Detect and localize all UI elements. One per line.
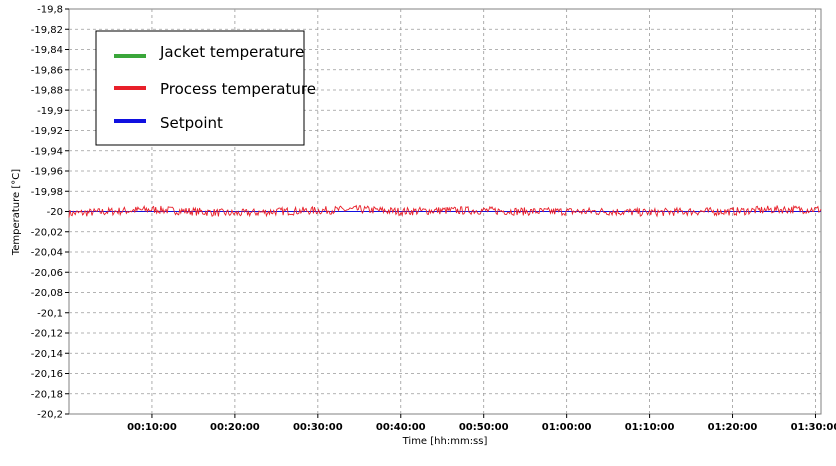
- legend-swatch-jacket: [114, 54, 146, 58]
- y-tick-label: -20,06: [31, 268, 63, 279]
- series-layer: [68, 204, 822, 218]
- y-tick-label: -19,9: [37, 106, 63, 117]
- legend-swatch-setpoint: [114, 119, 146, 123]
- grid-lines: [69, 9, 821, 414]
- legend-label-jacket: Jacket temperature: [159, 43, 304, 61]
- y-tick-label: -19,96: [31, 167, 63, 178]
- y-tick-label: -19,92: [31, 126, 63, 137]
- y-tick-label: -20,14: [31, 349, 63, 360]
- x-tick-label: 00:50:00: [459, 422, 509, 433]
- legend: Jacket temperature Process temperature S…: [95, 30, 316, 146]
- y-tick-label: -20: [47, 207, 63, 218]
- series-line-process-temperature: [68, 204, 822, 218]
- y-tick-label: -20,1: [37, 308, 63, 319]
- x-tick-label: 01:00:00: [542, 422, 592, 433]
- x-tick-label: 00:10:00: [127, 422, 177, 433]
- y-tick-label: -19,94: [31, 146, 63, 157]
- y-tick-label: -19,88: [31, 86, 63, 97]
- y-tick-label: -19,86: [31, 65, 63, 76]
- y-tick-label: -20,02: [31, 227, 63, 238]
- x-tick-label: 01:30:00: [791, 422, 836, 433]
- x-tick-label: 00:30:00: [293, 422, 343, 433]
- y-tick-label: -19,82: [31, 25, 63, 36]
- x-tick-label: 00:20:00: [210, 422, 260, 433]
- y-tick-label: -19,84: [31, 45, 63, 56]
- x-tick-label: 01:10:00: [625, 422, 675, 433]
- y-axis-ticks: -19,8 -19,82 -19,84 -19,86 -19,88 -19,9 -19,92…: [31, 5, 69, 421]
- y-tick-label: -19,98: [31, 187, 63, 198]
- y-tick-label: -19,8: [37, 5, 63, 16]
- legend-label-process: Process temperature: [160, 80, 316, 98]
- y-tick-label: -20,18: [31, 389, 63, 400]
- legend-swatch-process: [114, 86, 146, 90]
- y-tick-label: -20,08: [31, 288, 63, 299]
- x-axis-ticks: 00:10:00 00:20:00 00:30:00 00:40:00 00:50:00…: [127, 414, 836, 433]
- x-tick-label: 01:20:00: [708, 422, 758, 433]
- y-axis-title: Temperature [°C]: [11, 169, 22, 256]
- y-tick-label: -20,12: [31, 329, 63, 340]
- y-tick-label: -20,2: [37, 410, 63, 421]
- legend-label-setpoint: Setpoint: [160, 114, 223, 132]
- x-tick-label: 00:40:00: [376, 422, 426, 433]
- x-axis-title: Time [hh:mm:ss]: [402, 436, 488, 447]
- y-tick-label: -20,16: [31, 369, 63, 380]
- y-tick-label: -20,04: [31, 248, 63, 259]
